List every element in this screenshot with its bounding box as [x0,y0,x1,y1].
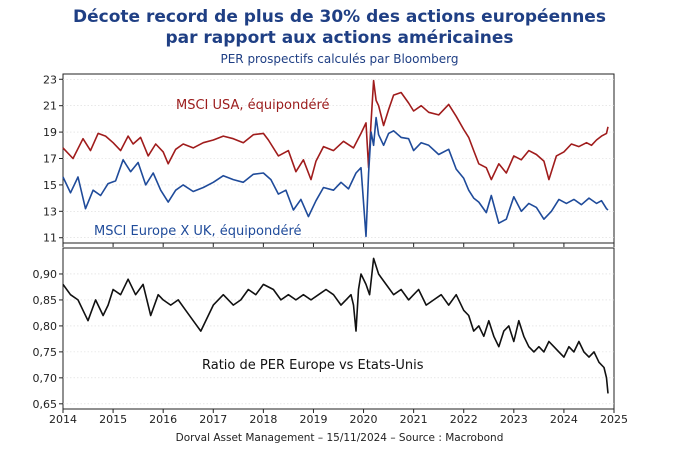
x-tick-label: 2023 [500,413,528,426]
chart-subtitle: PER prospectifs calculés par Bloomberg [220,52,458,66]
top-y-tick-label: 21 [43,100,57,113]
bottom-y-tick-label: 0,70 [33,372,58,385]
top-y-tick-label: 23 [43,73,57,86]
series-line-msci-europe [62,116,609,238]
bottom-y-tick-label: 0,90 [33,268,58,281]
top-y-tick-label: 17 [43,153,57,166]
x-tick-label: 2024 [550,413,578,426]
x-tick-label: 2020 [350,413,378,426]
top-y-tick-label: 19 [43,126,57,139]
bottom-y-tick-label: 0,75 [33,346,58,359]
chart-title-line2: par rapport aux actions américaines [165,28,513,48]
x-tick-label: 2021 [400,413,428,426]
x-tick-label: 2014 [49,413,77,426]
x-tick-label: 2015 [99,413,127,426]
bottom-y-tick-label: 0,65 [33,398,58,411]
x-tick-label: 2019 [299,413,327,426]
legend-label-ratio: Ratio de PER Europe vs Etats-Unis [202,358,424,373]
x-tick-label: 2022 [450,413,478,426]
footer-source: Dorval Asset Management – 15/11/2024 – S… [176,432,504,444]
top-y-tick-label: 11 [43,232,57,245]
legend-label-usa: MSCI USA, équipondéré [176,98,330,113]
x-tick-label: 2025 [600,413,628,426]
x-tick-label: 2018 [249,413,277,426]
series-line-msci-usa [62,79,609,181]
x-tick-label: 2017 [199,413,227,426]
legend-label-europe: MSCI Europe X UK, équipondéré [94,224,302,239]
bottom-panel-frame [62,247,615,410]
top-panel-frame [62,73,615,244]
chart-title-line1: Décote record de plus de 30% des actions… [73,7,606,27]
bottom-y-tick-label: 0,80 [33,320,58,333]
x-tick-label: 2016 [149,413,177,426]
top-y-tick-label: 13 [43,205,57,218]
top-y-tick-label: 15 [43,179,57,192]
series-line-ratio [62,257,609,394]
bottom-y-tick-label: 0,85 [33,294,58,307]
